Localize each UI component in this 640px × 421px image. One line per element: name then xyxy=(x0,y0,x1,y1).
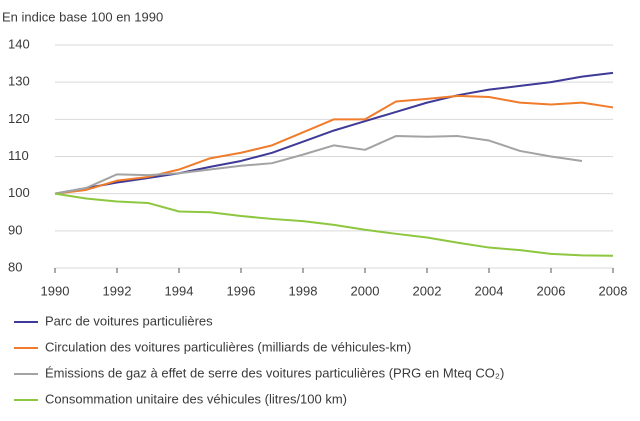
y-tick-label: 140 xyxy=(8,36,30,51)
series-line xyxy=(54,135,583,195)
x-tick-label: 2008 xyxy=(599,283,628,298)
x-tick-label: 1990 xyxy=(41,283,70,298)
series-line xyxy=(54,192,614,257)
legend-label: Émissions de gaz à effet de serre des vo… xyxy=(45,365,504,380)
x-tick-label: 2002 xyxy=(413,283,442,298)
legend-label: Consommation unitaire des véhicules (lit… xyxy=(45,391,347,406)
x-tick-label: 2004 xyxy=(475,283,504,298)
series-line xyxy=(54,71,614,195)
x-tick-label: 1996 xyxy=(227,283,256,298)
y-tick-label: 80 xyxy=(8,259,22,274)
x-tick-label: 2006 xyxy=(537,283,566,298)
x-tick-label: 1994 xyxy=(165,283,194,298)
x-tick-label: 1998 xyxy=(289,283,318,298)
legend-label: Parc de voitures particulières xyxy=(45,313,213,328)
y-axis-label: En indice base 100 en 1990 xyxy=(2,9,163,24)
x-tick-label: 2000 xyxy=(351,283,380,298)
y-tick-label: 130 xyxy=(8,74,30,89)
series-line xyxy=(54,94,614,195)
x-tick-label: 1992 xyxy=(103,283,132,298)
y-tick-label: 120 xyxy=(8,111,30,126)
y-tick-label: 90 xyxy=(8,222,22,237)
legend-label: Circulation des voitures particulières (… xyxy=(45,339,411,354)
y-tick-label: 110 xyxy=(8,148,29,163)
y-tick-label: 100 xyxy=(8,185,30,200)
